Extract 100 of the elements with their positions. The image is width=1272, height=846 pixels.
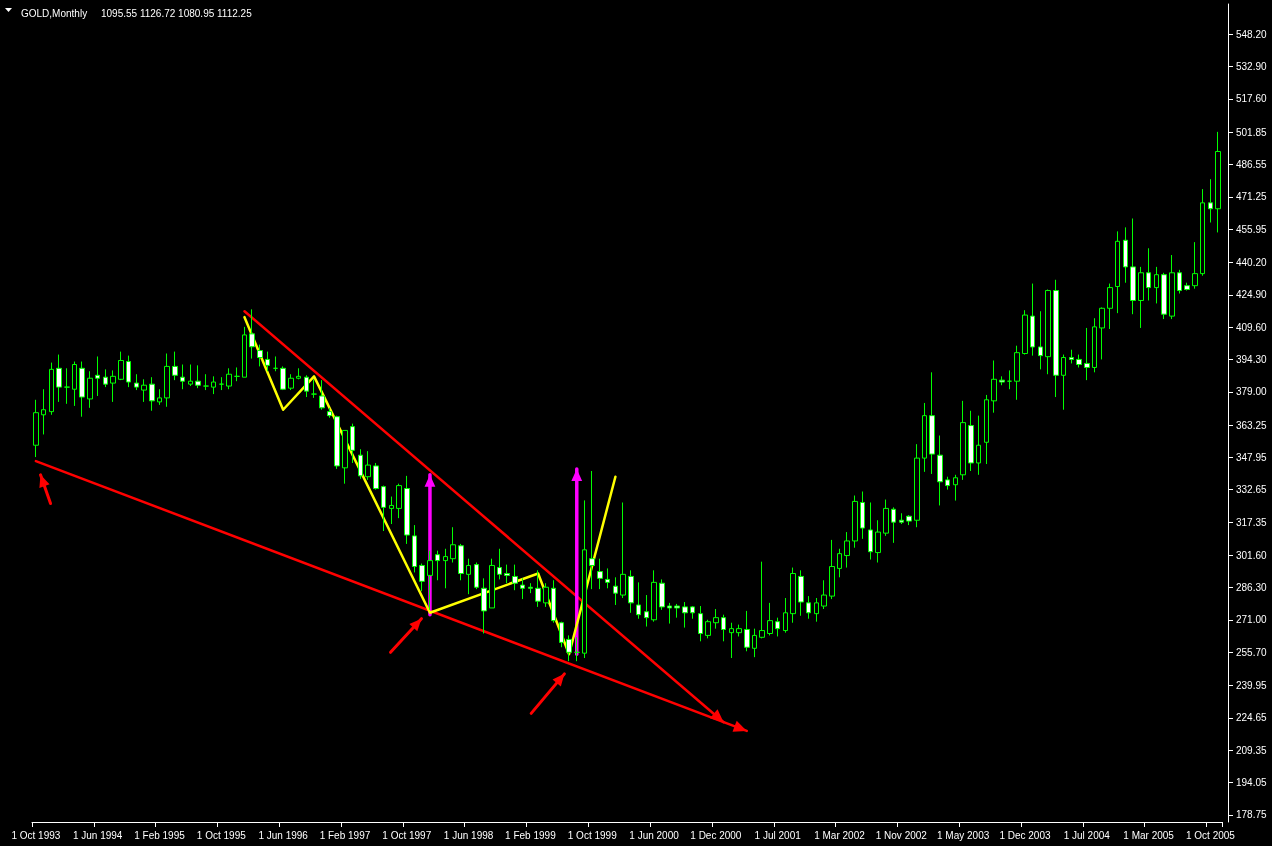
candlestick: [334, 415, 340, 470]
y-tick-label: 471.25: [1236, 191, 1268, 203]
candlestick: [365, 450, 371, 481]
candlestick: [149, 376, 155, 412]
candlestick: [752, 628, 757, 658]
candlestick: [651, 569, 657, 623]
candlestick: [319, 379, 325, 411]
y-tick-label: 363.25: [1236, 419, 1268, 431]
candlestick: [520, 577, 525, 600]
candlestick: [489, 558, 495, 609]
candlestick: [543, 582, 549, 608]
candlestick: [280, 365, 286, 391]
candlestick: [829, 539, 835, 600]
candlestick: [72, 361, 77, 407]
candlestick: [203, 373, 209, 391]
candlestick: [528, 582, 533, 594]
candlestick: [759, 561, 765, 639]
candlestick: [141, 378, 147, 403]
candlestick: [126, 355, 131, 388]
y-tick-label: 271.00: [1236, 614, 1268, 626]
y-tick-label: 517.60: [1236, 93, 1268, 105]
candlestick: [736, 624, 742, 637]
y-tick-label: 178.75: [1236, 809, 1268, 821]
y-tick-label: 501.85: [1236, 126, 1268, 138]
chart-title: GOLD,Monthly: [21, 7, 88, 19]
candlestick: [922, 402, 927, 473]
x-tick-label: 1 Feb 1997: [319, 829, 371, 841]
candlestick: [821, 579, 827, 610]
x-tick-label: 1 Oct 1999: [567, 829, 618, 841]
candlestick: [705, 619, 711, 639]
candlestick: [1177, 269, 1182, 294]
candlestick: [1069, 349, 1074, 364]
y-tick-label: 286.30: [1236, 582, 1268, 594]
candlestick: [574, 636, 580, 662]
candlestick: [1014, 345, 1020, 401]
candlestick: [118, 351, 124, 381]
candlestick: [311, 378, 317, 399]
candlestick: [1123, 226, 1128, 284]
candlestick: [1130, 217, 1136, 315]
annotation: 1095.55 1126.72 1080.95 1112.25: [101, 7, 253, 19]
candlestick: [134, 373, 139, 391]
candlestick: [589, 470, 595, 590]
y-tick-label: 239.95: [1236, 680, 1268, 692]
candlestick: [389, 496, 394, 525]
x-tick-label: 1 Oct 2005: [1185, 829, 1236, 841]
x-tick-label: 1 Jun 2000: [629, 829, 680, 841]
candlestick: [999, 375, 1005, 386]
candlestick: [899, 512, 904, 525]
candlestick: [435, 550, 440, 581]
candlestick: [41, 388, 46, 435]
candlestick: [1076, 354, 1082, 368]
candlestick: [806, 595, 811, 620]
candlestick: [1045, 288, 1051, 375]
candlestick: [474, 562, 479, 590]
x-tick-label: 1 Jun 1994: [72, 829, 123, 841]
candlestick: [767, 602, 773, 636]
candlestick: [605, 567, 610, 589]
x-tick-label: 1 Jun 1996: [258, 829, 309, 841]
candlestick: [219, 376, 224, 391]
y-tick-label: 301.60: [1236, 549, 1268, 561]
candlestick: [906, 514, 912, 526]
candlestick: [844, 531, 850, 569]
x-tick-label: 1 Oct 1997: [382, 829, 432, 841]
candlestick: [597, 558, 603, 590]
candlestick: [249, 308, 255, 360]
x-tick-label: 1 Feb 1995: [134, 829, 186, 841]
candlestick: [419, 563, 425, 592]
candlestick: [984, 394, 989, 465]
candlestick: [1022, 309, 1028, 356]
y-tick-label: 224.65: [1236, 712, 1268, 724]
candlestick: [1192, 241, 1198, 290]
candlestick: [56, 354, 62, 403]
candlestick: [1115, 230, 1120, 314]
candlestick: [783, 597, 788, 634]
x-tick-label: 1 Mar 2005: [1123, 829, 1175, 841]
y-tick-label: 379.00: [1236, 386, 1268, 398]
candlestick: [729, 622, 734, 659]
candlestick: [1084, 327, 1090, 381]
y-tick-label: 209.35: [1236, 744, 1268, 756]
candlestick: [358, 448, 363, 480]
candlestick: [49, 362, 54, 416]
candlestick: [1161, 272, 1167, 320]
y-tick-label: 532.90: [1236, 61, 1268, 73]
candlestick: [1215, 131, 1221, 233]
candlestick: [968, 410, 974, 472]
candlestick: [852, 495, 858, 549]
x-tick-label: 1 Nov 2002: [875, 829, 928, 841]
candlestick: [497, 548, 502, 580]
y-tick-label: 486.55: [1236, 158, 1268, 170]
candlestick: [172, 351, 178, 381]
x-tick-label: 1 Dec 2000: [690, 829, 742, 841]
candlestick: [613, 576, 618, 606]
candlestick: [559, 621, 564, 648]
candlestick: [234, 366, 240, 382]
x-tick-label: 1 Feb 1999: [505, 829, 557, 841]
candlestick: [195, 364, 201, 389]
candlestick: [960, 400, 966, 481]
y-tick-label: 455.95: [1236, 223, 1268, 235]
candlestick: [504, 564, 510, 584]
x-tick-label: 1 May 2003: [937, 829, 990, 841]
